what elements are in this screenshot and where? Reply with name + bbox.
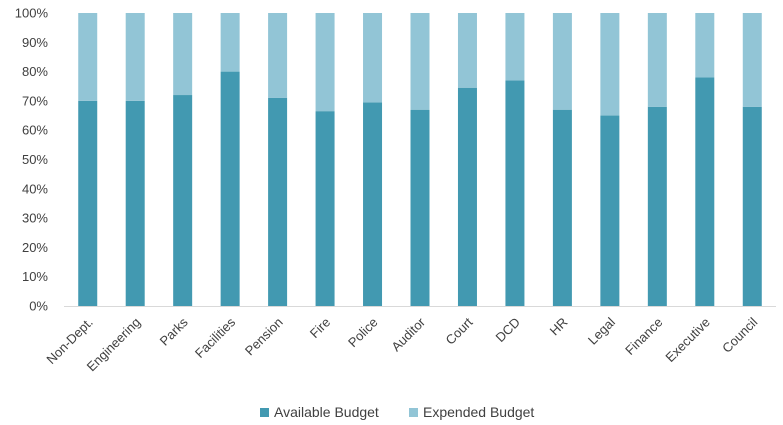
y-tick-label: 0%	[29, 299, 48, 314]
y-tick-label: 100%	[15, 6, 49, 21]
x-tick-label: Executive	[662, 315, 712, 365]
y-tick-label: 70%	[22, 93, 48, 108]
bar-expended-budget	[457, 13, 477, 88]
bar-available-budget	[78, 100, 98, 307]
bar-expended-budget	[695, 13, 715, 78]
y-axis-ticks: 0% 10% 20% 30% 40% 50% 60% 70% 80% 90% 100%	[15, 6, 49, 314]
x-tick-label: Court	[442, 314, 475, 347]
bar-expended-budget	[173, 13, 193, 96]
bar-expended-budget	[410, 13, 430, 110]
bar-available-budget	[457, 87, 477, 306]
bar-expended-budget	[78, 13, 98, 101]
bar-available-budget	[363, 102, 383, 307]
y-tick-label: 50%	[22, 152, 48, 167]
bars-group	[78, 13, 762, 307]
legend-label-expended: Expended Budget	[423, 404, 534, 420]
bar-expended-budget	[363, 13, 383, 103]
bar-expended-budget	[268, 13, 288, 98]
bar-expended-budget	[647, 13, 667, 107]
x-tick-label: Legal	[585, 314, 618, 347]
y-tick-label: 30%	[22, 211, 48, 226]
legend-label-available: Available Budget	[274, 404, 379, 420]
legend: Available Budget Expended Budget	[260, 404, 534, 420]
bar-available-budget	[742, 106, 762, 306]
bar-available-budget	[173, 95, 193, 306]
y-tick-label: 10%	[22, 269, 48, 284]
bar-available-budget	[220, 71, 240, 306]
bar-available-budget	[125, 100, 145, 307]
x-tick-label: Council	[719, 314, 760, 355]
bar-available-budget	[552, 109, 572, 306]
legend-swatch-expended	[409, 408, 418, 417]
bar-expended-budget	[552, 13, 572, 110]
x-tick-label: Pension	[242, 315, 286, 359]
bar-available-budget	[268, 97, 288, 306]
x-tick-label: DCD	[493, 315, 524, 346]
bar-available-budget	[315, 111, 335, 306]
x-tick-label: Parks	[157, 314, 191, 348]
y-tick-label: 90%	[22, 35, 48, 50]
y-tick-label: 40%	[22, 181, 48, 196]
x-tick-label: Police	[345, 315, 381, 351]
x-tick-label: Auditor	[388, 314, 428, 354]
bar-available-budget	[410, 109, 430, 306]
bar-expended-budget	[220, 13, 240, 72]
bar-available-budget	[505, 80, 525, 306]
x-axis-ticks: Non-Dept.Engineering Parks Facilities Pensi…	[43, 314, 760, 374]
x-tick-label: Finance	[622, 315, 665, 358]
legend-swatch-available	[260, 408, 269, 417]
bar-expended-budget	[600, 13, 620, 116]
bar-expended-budget	[505, 13, 525, 81]
bar-expended-budget	[125, 13, 145, 101]
y-tick-label: 20%	[22, 240, 48, 255]
x-tick-label: HR	[547, 315, 571, 339]
bar-available-budget	[600, 115, 620, 306]
bar-available-budget	[647, 106, 667, 306]
y-tick-label: 80%	[22, 64, 48, 79]
bar-expended-budget	[742, 13, 762, 107]
bar-available-budget	[695, 77, 715, 307]
x-tick-label: Fire	[307, 315, 333, 341]
x-tick-label: Facilities	[192, 314, 239, 361]
bar-expended-budget	[315, 13, 335, 112]
y-tick-label: 60%	[22, 123, 48, 138]
